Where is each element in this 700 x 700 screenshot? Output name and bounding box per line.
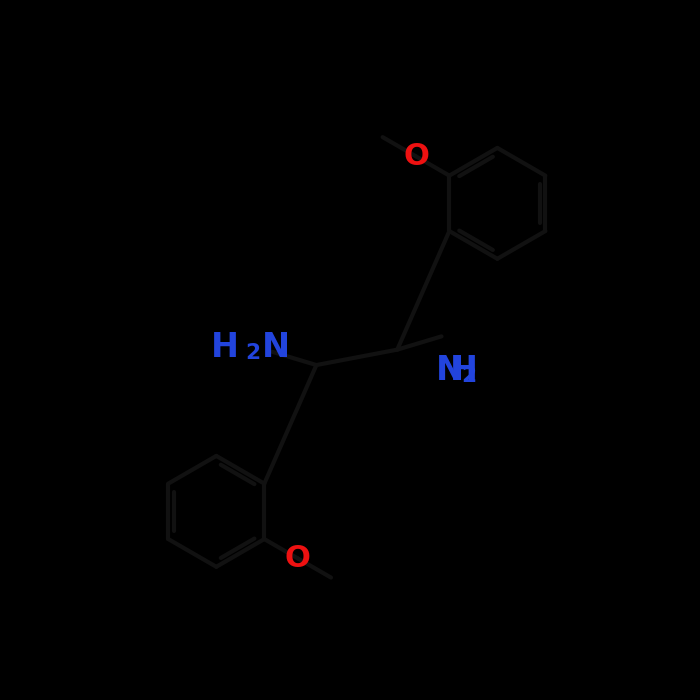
Text: O: O	[403, 142, 429, 171]
Text: N: N	[435, 354, 464, 387]
Text: N: N	[262, 331, 290, 364]
Text: 2: 2	[245, 343, 260, 363]
Text: 2: 2	[461, 366, 476, 386]
Text: O: O	[285, 544, 311, 573]
Text: H: H	[211, 331, 239, 364]
Text: H: H	[449, 354, 477, 387]
